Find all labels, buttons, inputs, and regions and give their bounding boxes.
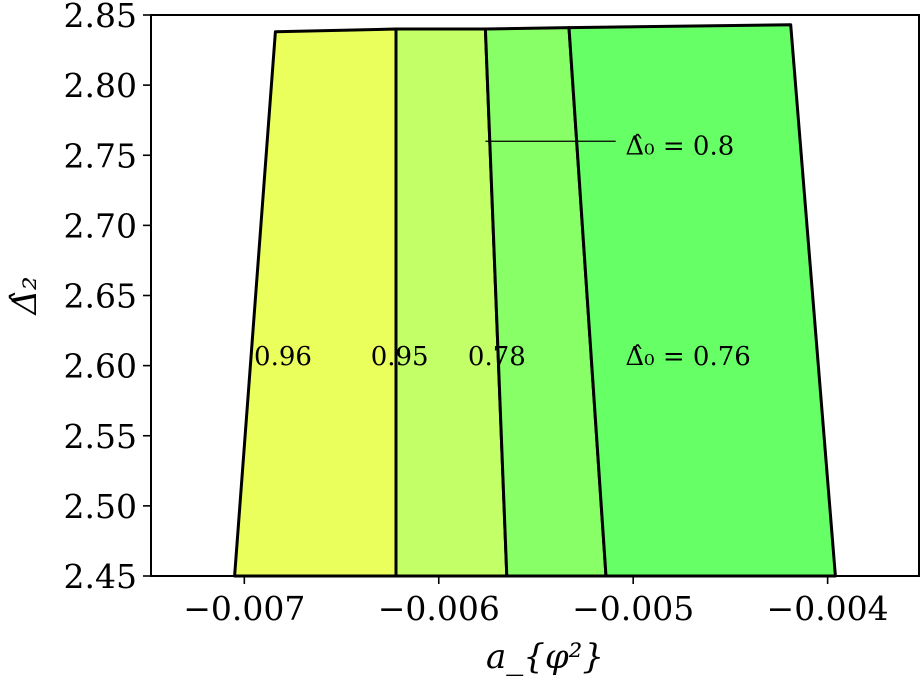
region-1 [233, 27, 398, 578]
annotation-label: Δ̂₀ = 0.8 [625, 131, 734, 161]
y-tick-label: 2.50 [64, 487, 137, 526]
y-tick-label: 2.85 [64, 0, 137, 35]
y-tick-label: 2.55 [64, 417, 137, 456]
y-tick-label: 2.60 [64, 347, 137, 386]
region-label-4: Δ̂₀ = 0.76 [625, 342, 750, 372]
x-axis-title: a_{φ²} [486, 637, 604, 677]
regions-layer [233, 23, 837, 578]
region-4 [567, 23, 837, 578]
y-axis-title: Δ̂₂ [5, 276, 45, 316]
y-tick-label: 2.75 [64, 136, 137, 175]
x-tick-label: −0.007 [183, 589, 305, 628]
y-tick-label: 2.80 [64, 66, 137, 105]
x-axis: −0.007 −0.006 −0.005 −0.004 [183, 576, 889, 628]
region-labels: 0.96 0.95 0.78 Δ̂₀ = 0.76 [254, 342, 751, 372]
region-label-2: 0.95 [371, 342, 429, 372]
x-tick-label: −0.005 [572, 589, 694, 628]
annotation-layer: Δ̂₀ = 0.8 [485, 131, 734, 161]
region-label-1: 0.96 [254, 342, 312, 372]
x-tick-label: −0.004 [767, 589, 889, 628]
y-axis: 2.45 2.50 2.55 2.60 2.65 2.70 2.75 2.80 2.85 [64, 0, 151, 596]
x-tick-label: −0.006 [378, 589, 500, 628]
y-tick-label: 2.70 [64, 206, 137, 245]
y-tick-label: 2.45 [64, 557, 137, 596]
y-tick-label: 2.65 [64, 277, 137, 316]
region-label-3: 0.78 [468, 342, 526, 372]
